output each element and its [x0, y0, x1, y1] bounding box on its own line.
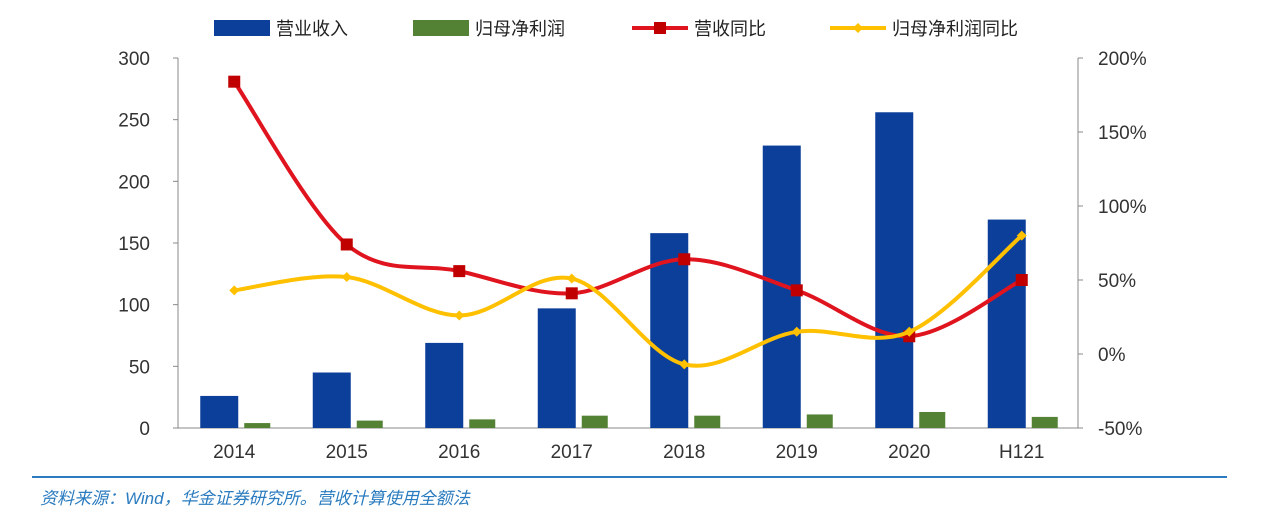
left-tick-label: 150: [118, 234, 150, 255]
source-note: 资料来源：Wind，华金证券研究所。营收计算使用全额法: [40, 489, 470, 508]
legend-swatch-0: [214, 20, 270, 36]
legend-label-3: 归母净利润同比: [892, 19, 1018, 39]
bar-0-2016: [425, 342, 464, 428]
left-tick-label: 100: [118, 296, 150, 317]
left-tick-label: 0: [139, 419, 150, 440]
marker-0-2018: [678, 253, 691, 266]
marker-1-2016: [454, 310, 465, 321]
bar-1-2019: [806, 414, 833, 428]
bar-1-2018: [694, 415, 721, 428]
bar-0-2014: [200, 395, 239, 428]
bar-0-H121: [987, 219, 1026, 428]
marker-1-2015: [341, 272, 352, 283]
marker-1-2014: [229, 285, 240, 296]
bar-1-H121: [1031, 416, 1058, 428]
marker-0-2019: [790, 284, 803, 297]
legend-marker-2: [654, 22, 666, 34]
marker-1-2018: [679, 359, 690, 370]
marker-1-H121: [1016, 230, 1027, 241]
chart: 0 50 100 150 200 250 300 -50% 0% 50% 100% 150% 200% 2…: [118, 19, 1147, 463]
legend-marker-3: [853, 23, 863, 33]
bar-0-2017: [537, 308, 576, 428]
x-tick-label: H121: [999, 442, 1044, 463]
bar-1-2017: [581, 415, 608, 428]
x-tick-label: 2016: [438, 442, 480, 463]
divider: [32, 476, 1227, 478]
marker-0-2015: [340, 238, 353, 251]
right-tick-label: 200%: [1098, 49, 1147, 70]
x-tick-label: 2017: [551, 442, 593, 463]
marker-1-2020: [904, 326, 915, 337]
right-tick-label: 150%: [1098, 123, 1147, 144]
x-tick-label: 2019: [776, 442, 818, 463]
right-tick-label: 50%: [1098, 271, 1136, 292]
left-tick-label: 200: [118, 172, 150, 193]
right-tick-label: 0%: [1098, 345, 1126, 366]
legend-label-2: 营收同比: [694, 19, 766, 39]
right-tick-label: 100%: [1098, 197, 1147, 218]
legend-swatch-1: [413, 20, 469, 36]
bar-0-2015: [312, 372, 351, 428]
left-tick-label: 50: [129, 357, 150, 378]
x-tick-label: 2014: [213, 442, 256, 463]
x-tick-label: 2018: [663, 442, 705, 463]
marker-0-H121: [1015, 274, 1028, 286]
legend-label-1: 归母净利润: [475, 19, 565, 39]
left-tick-label: 300: [118, 49, 150, 70]
marker-0-2017: [565, 287, 578, 300]
bar-1-2014: [244, 423, 271, 428]
x-tick-label: 2020: [888, 442, 930, 463]
right-tick-label: -50%: [1098, 419, 1142, 440]
bar-1-2015: [356, 420, 383, 428]
line-series-1: [234, 234, 1024, 368]
marker-1-2019: [791, 326, 802, 337]
bar-0-2020: [875, 112, 914, 429]
marker-0-2016: [453, 265, 466, 278]
legend-label-0: 营业收入: [276, 19, 348, 39]
bar-1-2016: [469, 419, 496, 428]
left-tick-label: 250: [118, 111, 150, 132]
marker-1-2017: [566, 273, 577, 284]
marker-0-2014: [228, 75, 241, 88]
x-tick-label: 2015: [326, 442, 368, 463]
bar-1-2020: [919, 411, 946, 428]
